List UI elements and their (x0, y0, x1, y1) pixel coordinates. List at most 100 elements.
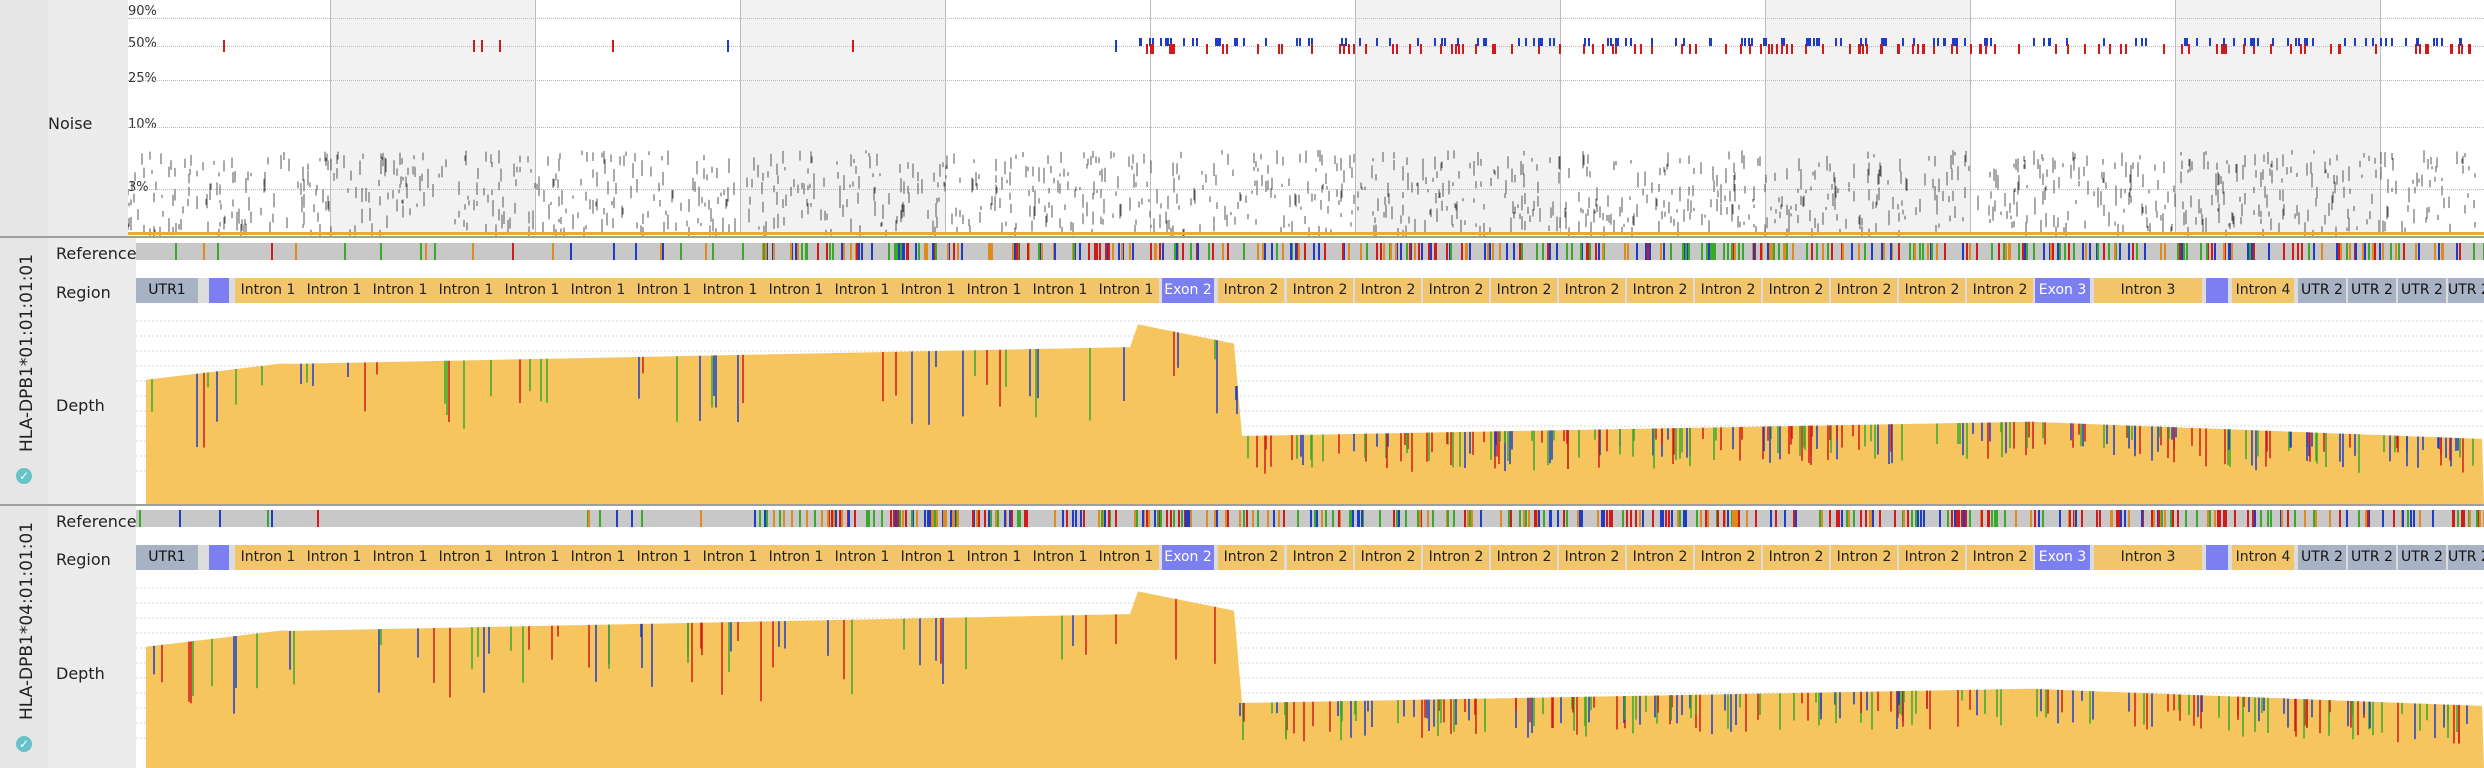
region-segment-intron-1[interactable]: Intron 1 (895, 545, 961, 570)
region-segment-intron-1[interactable]: Intron 1 (565, 545, 631, 570)
region-segment-intron-1[interactable]: Intron 1 (301, 278, 367, 303)
region-segment-exon-3[interactable]: Exon 3 (2035, 278, 2090, 303)
sample-1-check-circle-icon[interactable]: ✓ (16, 468, 32, 484)
region-segment-intron-1[interactable]: Intron 1 (631, 545, 697, 570)
region-segment-intron-3[interactable]: Intron 3 (2094, 545, 2202, 570)
region-segment-intron-1[interactable]: Intron 1 (1027, 278, 1093, 303)
region-segment-intron-1[interactable]: Intron 1 (499, 278, 565, 303)
reference-variant (1677, 510, 1679, 527)
reference-variant (990, 510, 992, 527)
region-segment-intron-1[interactable]: Intron 1 (1093, 545, 1159, 570)
region-segment-intron-1[interactable]: Intron 1 (433, 278, 499, 303)
region-segment-intron-1[interactable]: Intron 1 (1093, 278, 1159, 303)
region-segment-intron-2[interactable]: Intron 2 (1559, 278, 1625, 303)
region-segment-intron-2[interactable]: Intron 2 (1831, 278, 1897, 303)
region-segment-intron-1[interactable]: Intron 1 (235, 278, 301, 303)
region-segment-utr-2[interactable]: UTR 2 (2298, 545, 2346, 570)
reference-variant (1996, 510, 1998, 527)
reference-variant (1427, 510, 1429, 527)
region-segment-exon-3[interactable]: Exon 3 (2035, 545, 2090, 570)
reference-variant (1513, 243, 1515, 260)
region-segment-intron-2[interactable]: Intron 2 (1287, 278, 1353, 303)
region-segment-intron-2[interactable]: Intron 2 (1423, 545, 1489, 570)
region-segment-intron-2[interactable]: Intron 2 (1491, 545, 1557, 570)
region-segment-utr-2[interactable]: UTR 2 (2348, 545, 2396, 570)
reference-variant (1795, 510, 1797, 527)
region-segment-intron-2[interactable]: Intron 2 (1355, 278, 1421, 303)
region-segment-intron-2[interactable]: Intron 2 (1559, 545, 1625, 570)
region-segment-utr-2[interactable]: UTR 2 (2398, 278, 2446, 303)
region-segment-intron-2[interactable]: Intron 2 (1899, 545, 1965, 570)
reference-variant (1446, 243, 1448, 260)
region-segment-intron-2[interactable]: Intron 2 (1627, 278, 1693, 303)
region-segment-intron-2[interactable]: Intron 2 (1695, 545, 1761, 570)
region-segment-intron-2[interactable]: Intron 2 (1218, 545, 1284, 570)
region-segment-intron-2[interactable]: Intron 2 (1831, 545, 1897, 570)
region-segment-intron-1[interactable]: Intron 1 (1027, 545, 1093, 570)
region-segment-utr1[interactable]: UTR1 (136, 545, 198, 570)
reference-variant (841, 510, 843, 527)
region-segment-intron-1[interactable]: Intron 1 (499, 545, 565, 570)
region-segment-intron-1[interactable]: Intron 1 (829, 278, 895, 303)
reference-variant (1471, 510, 1473, 527)
region-segment-intron-1[interactable]: Intron 1 (367, 278, 433, 303)
region-segment-utr-2[interactable]: UTR 2 (2448, 278, 2484, 303)
region-segment-intron-2[interactable]: Intron 2 (1423, 278, 1489, 303)
region-segment-utr1[interactable]: UTR1 (136, 278, 198, 303)
region-segment-exon[interactable] (209, 278, 229, 303)
region-segment-exon[interactable] (209, 545, 229, 570)
reference-variant (1108, 510, 1110, 527)
reference-variant (839, 510, 841, 527)
region-segment-intron-2[interactable]: Intron 2 (1695, 278, 1761, 303)
region-segment-intron-2[interactable]: Intron 2 (1763, 278, 1829, 303)
region-segment-exon[interactable] (2206, 278, 2228, 303)
region-segment-intron-1[interactable]: Intron 1 (697, 278, 763, 303)
reference-variant (700, 510, 702, 527)
region-segment-intron-1[interactable]: Intron 1 (301, 545, 367, 570)
sample-2-check-circle-icon[interactable]: ✓ (16, 736, 32, 752)
reference-variant (2249, 243, 2251, 260)
region-segment-utr-2[interactable]: UTR 2 (2348, 278, 2396, 303)
region-segment-intron-4[interactable]: Intron 4 (2232, 545, 2294, 570)
region-segment-utr-2[interactable]: UTR 2 (2398, 545, 2446, 570)
region-segment-utr-2[interactable]: UTR 2 (2448, 545, 2484, 570)
region-segment-intron-1[interactable]: Intron 1 (895, 278, 961, 303)
region-segment-intron-2[interactable]: Intron 2 (1763, 545, 1829, 570)
region-segment-intron-2[interactable]: Intron 2 (1967, 278, 2033, 303)
region-segment-intron-1[interactable]: Intron 1 (961, 278, 1027, 303)
region-segment-intron-2[interactable]: Intron 2 (1355, 545, 1421, 570)
region-segment-intron-1[interactable]: Intron 1 (433, 545, 499, 570)
region-segment-intron-4[interactable]: Intron 4 (2232, 278, 2294, 303)
region-segment-intron-1[interactable]: Intron 1 (829, 545, 895, 570)
region-segment-intron-1[interactable]: Intron 1 (961, 545, 1027, 570)
reference-variant (1080, 510, 1082, 527)
region-segment-intron-1[interactable]: Intron 1 (565, 278, 631, 303)
reference-variant (2339, 510, 2341, 527)
region-segment-intron-1[interactable]: Intron 1 (367, 545, 433, 570)
reference-variant (790, 243, 792, 260)
region-segment-intron-1[interactable]: Intron 1 (763, 278, 829, 303)
reference-variant (2209, 510, 2211, 527)
region-segment-intron-3[interactable]: Intron 3 (2094, 278, 2202, 303)
region-segment-exon-2[interactable]: Exon 2 (1162, 278, 1214, 303)
region-segment-intron-1[interactable]: Intron 1 (697, 545, 763, 570)
region-segment-intron-1[interactable]: Intron 1 (763, 545, 829, 570)
reference-variant (1956, 510, 1958, 527)
region-segment-exon[interactable] (2206, 545, 2228, 570)
reference-variant (1428, 243, 1430, 260)
region-segment-utr-2[interactable]: UTR 2 (2298, 278, 2346, 303)
region-segment-exon-2[interactable]: Exon 2 (1162, 545, 1214, 570)
region-segment-intron-2[interactable]: Intron 2 (1967, 545, 2033, 570)
reference-variant (1872, 510, 1874, 527)
reference-variant (662, 243, 664, 260)
reference-variant (2476, 510, 2478, 527)
region-segment-intron-1[interactable]: Intron 1 (235, 545, 301, 570)
region-segment-intron-2[interactable]: Intron 2 (1899, 278, 1965, 303)
region-segment-intron-2[interactable]: Intron 2 (1218, 278, 1284, 303)
reference-variant (1383, 243, 1385, 260)
region-segment-intron-2[interactable]: Intron 2 (1627, 545, 1693, 570)
region-segment-intron-2[interactable]: Intron 2 (1491, 278, 1557, 303)
region-segment-intron-2[interactable]: Intron 2 (1287, 545, 1353, 570)
region-segment-intron-1[interactable]: Intron 1 (631, 278, 697, 303)
reference-variant (2030, 510, 2032, 527)
